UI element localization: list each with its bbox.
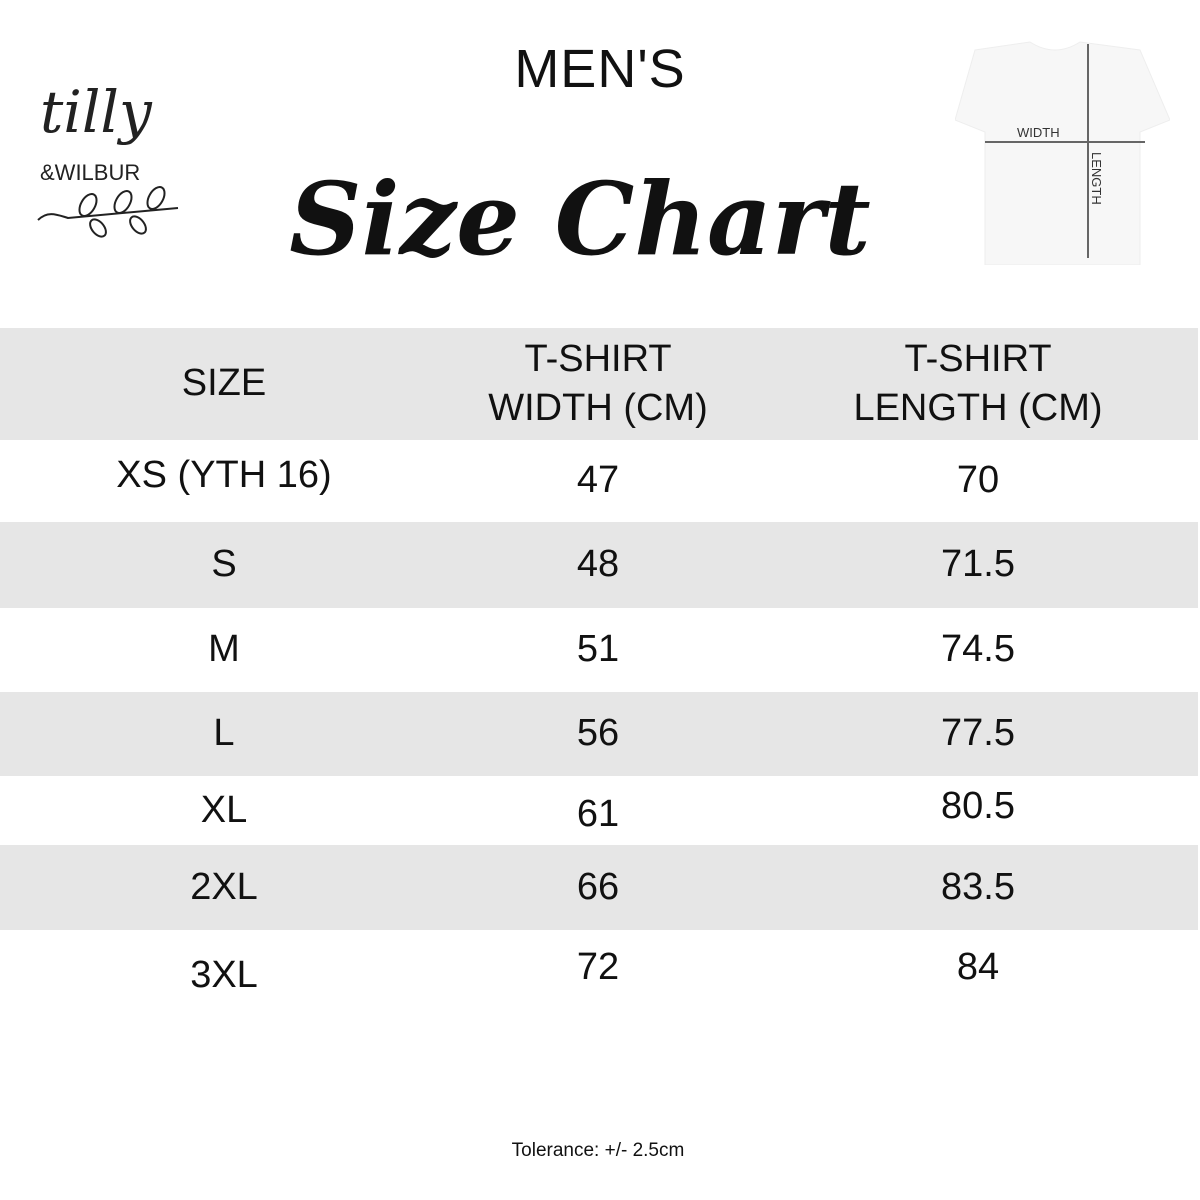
size-cell: XL xyxy=(200,788,248,831)
length-cell: 74.5 xyxy=(941,628,1015,671)
width-cell: 51 xyxy=(576,628,620,671)
header-size: SIZE xyxy=(181,362,267,405)
table-header-row: SIZE T-SHIRT WIDTH (CM) T-SHIRT LENGTH (CM… xyxy=(0,328,1198,440)
width-label: WIDTH xyxy=(1017,125,1060,140)
tshirt-measurement-diagram: WIDTH LENGTH xyxy=(955,41,1170,265)
width-cell: 61 xyxy=(576,792,620,835)
page-title: Size Chart xyxy=(289,160,871,278)
length-cell: 71.5 xyxy=(941,543,1015,586)
table-row: XS (YTH 16) 47 70 xyxy=(0,440,1198,522)
length-cell: 70 xyxy=(956,459,1000,502)
size-cell: XS (YTH 16) xyxy=(116,454,332,497)
length-cell: 84 xyxy=(956,946,1000,989)
table-row: M 51 74.5 xyxy=(0,608,1198,692)
width-cell: 66 xyxy=(576,865,620,908)
svg-text:tilly: tilly xyxy=(40,78,153,146)
subtitle: MEN'S xyxy=(514,39,686,99)
width-cell: 48 xyxy=(576,543,620,586)
length-cell: 80.5 xyxy=(941,784,1015,827)
header-length: T-SHIRT LENGTH (CM) xyxy=(853,337,1103,429)
table-row: L 56 77.5 xyxy=(0,692,1198,776)
width-cell: 47 xyxy=(576,459,620,502)
width-cell: 72 xyxy=(576,946,620,989)
size-cell: L xyxy=(213,712,235,755)
width-cell: 56 xyxy=(576,712,620,755)
svg-text:&WILBUR: &WILBUR xyxy=(40,160,140,185)
table-row: 2XL 66 83.5 xyxy=(0,845,1198,930)
length-label: LENGTH xyxy=(1089,152,1104,205)
table-row: 3XL 72 84 xyxy=(0,930,1198,1010)
length-cell: 83.5 xyxy=(941,865,1015,908)
length-cell: 77.5 xyxy=(941,712,1015,755)
table-row: S 48 71.5 xyxy=(0,522,1198,608)
tolerance-note: Tolerance: +/- 2.5cm xyxy=(511,1140,685,1161)
table-row: XL 61 80.5 xyxy=(0,776,1198,845)
size-cell: 2XL xyxy=(190,865,258,908)
header-width: T-SHIRT WIDTH (CM) xyxy=(488,337,708,429)
size-cell: 3XL xyxy=(190,954,258,997)
tilly-wilbur-logo: tilly &WILBUR xyxy=(37,78,179,238)
size-cell: S xyxy=(211,543,237,586)
size-cell: M xyxy=(208,628,240,671)
